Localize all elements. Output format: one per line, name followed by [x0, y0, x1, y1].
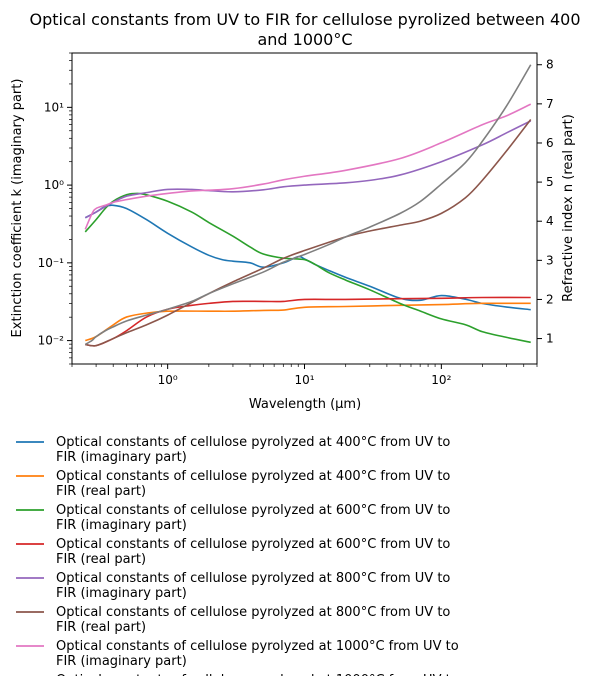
left-y-tick-label: 10⁰ [44, 178, 64, 192]
left-y-tick-label: 10¹ [44, 100, 64, 114]
right-y-tick-label: 4 [546, 214, 554, 228]
legend-label: Optical constants of cellulose pyrolyzed… [56, 435, 450, 465]
series-line-8 [84, 64, 532, 346]
legend: Optical constants of cellulose pyrolyzed… [16, 435, 459, 676]
chart-title-line-2: and 1000°C [257, 30, 352, 49]
series-line-5 [84, 120, 532, 219]
x-tick-label: 10⁰ [158, 373, 178, 387]
series-line-7 [84, 103, 532, 230]
right-y-tick-label: 1 [546, 332, 554, 346]
plot-area-frame [71, 52, 538, 365]
series-line-1 [84, 204, 531, 311]
legend-label: Optical constants of cellulose pyrolyzed… [56, 605, 450, 635]
right-y-axis-label: Refractive index n (real part) [561, 114, 576, 302]
right-y-tick-label: 2 [546, 292, 554, 306]
series-line-4 [85, 296, 531, 347]
left-y-tick-label: 10⁻¹ [38, 256, 65, 270]
right-y-tick-label: 5 [546, 175, 554, 189]
left-y-tick-label: 10⁻² [38, 334, 65, 348]
legend-item-6: Optical constants of cellulose pyrolyzed… [16, 605, 450, 635]
x-tick-label: 10¹ [294, 373, 314, 387]
legend-label: Optical constants of cellulose pyrolyzed… [56, 503, 450, 533]
legend-label: Optical constants of cellulose pyrolyzed… [56, 639, 459, 669]
right-y-tick-label: 3 [546, 253, 554, 267]
right-y-axis-ticks: 1 2 3 4 5 6 7 8 [537, 58, 554, 346]
legend-item-2: Optical constants of cellulose pyrolyzed… [16, 469, 450, 499]
x-tick-label: 10² [431, 373, 451, 387]
legend-label: Optical constants of cellulose pyrolyzed… [56, 571, 450, 601]
legend-item-3: Optical constants of cellulose pyrolyzed… [16, 503, 450, 533]
legend-item-8: Optical constants of cellulose pyrolyzed… [56, 673, 459, 676]
series-line-3 [84, 192, 531, 344]
x-axis-ticks: 10⁰ 10¹ 10² [71, 364, 538, 387]
series-line-2 [84, 302, 531, 342]
series-lines [84, 64, 532, 347]
chart-title-line-1: Optical constants from UV to FIR for cel… [30, 10, 581, 29]
series-line-6 [85, 119, 532, 347]
legend-item-7: Optical constants of cellulose pyrolyzed… [16, 639, 459, 669]
legend-item-1: Optical constants of cellulose pyrolyzed… [16, 435, 450, 465]
right-y-tick-label: 8 [546, 58, 554, 72]
x-axis-label: Wavelength (μm) [249, 397, 361, 412]
legend-label: Optical constants of cellulose pyrolyzed… [56, 537, 450, 567]
right-y-tick-label: 6 [546, 136, 554, 150]
right-y-tick-label: 7 [546, 97, 554, 111]
legend-label: Optical constants of cellulose pyrolyzed… [56, 673, 459, 676]
legend-label: Optical constants of cellulose pyrolyzed… [56, 469, 450, 499]
legend-item-4: Optical constants of cellulose pyrolyzed… [16, 537, 450, 567]
left-y-axis-ticks: 10⁻² 10⁻¹ 10⁰ 10¹ [38, 52, 72, 365]
legend-item-5: Optical constants of cellulose pyrolyzed… [16, 571, 450, 601]
chart-title: Optical constants from UV to FIR for cel… [30, 10, 581, 49]
left-y-axis-label: Extinction coefficient k (imaginary part… [10, 79, 25, 338]
